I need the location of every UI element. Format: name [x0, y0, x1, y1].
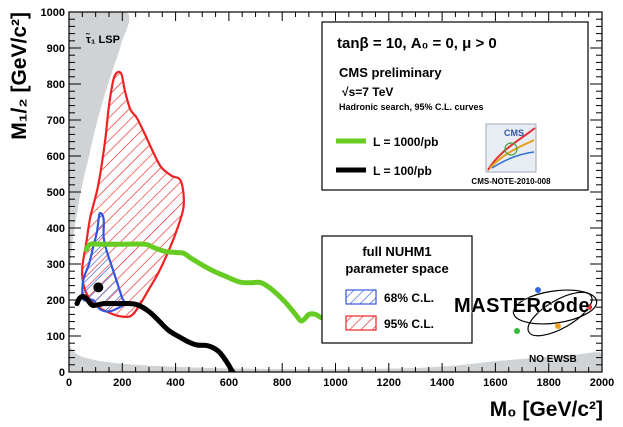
y-tick-label: 500 — [47, 187, 65, 199]
y-tick-label: 900 — [47, 43, 65, 55]
legend-cms-preliminary: CMS preliminary — [339, 65, 442, 80]
x-tick-label: 1200 — [377, 377, 401, 389]
region-68-c-l — [81, 211, 127, 313]
axis-ticks: 0 200 400 600 800 1000 1200 1400 1600 1800 2000 0 10… — [41, 7, 615, 389]
legend-energy: √s=7 TeV — [342, 85, 393, 99]
nuhm1-legend: full NUHM1 parameter space 68% C.L. 95% … — [321, 235, 473, 344]
logo-dot-orange — [555, 323, 561, 329]
logo-orbit-1 — [512, 289, 598, 325]
region-1-lsp — [69, 12, 130, 300]
logo-orbit-2 — [527, 291, 593, 337]
cms-legend: tanβ = 10, A₀ = 0, μ > 0 CMS preliminary… — [321, 21, 589, 191]
lsp-region-label: τ̃₁ LSP — [86, 33, 120, 46]
logo-dot-blue — [535, 287, 541, 293]
legend-68-swatch — [345, 289, 377, 305]
legend-95-label: 95% C.L. — [384, 317, 434, 331]
regions-layer — [69, 12, 602, 372]
y-tick-label: 1000 — [41, 7, 65, 19]
nuhm1-title-line1: full NUHM1 — [362, 244, 431, 259]
legend-black-label: L = 100/pb — [373, 164, 432, 178]
legend-green-label: L = 1000/pb — [373, 135, 438, 149]
no-ewsb-label: NO EWSB — [529, 354, 577, 365]
legend-68-label: 68% C.L. — [384, 291, 434, 305]
x-tick-label: 1400 — [430, 377, 454, 389]
mastercode-logo: MASTERcode — [454, 287, 598, 337]
x-tick-label: 2000 — [590, 377, 614, 389]
mastercode-text: MASTERcode — [454, 295, 590, 317]
logo-dot-red — [586, 304, 592, 310]
nuhm1-title-line2: parameter space — [345, 261, 448, 276]
y-tick-label: 0 — [59, 367, 65, 379]
cms-legend-frame — [321, 21, 589, 191]
legend-title: tanβ = 10, A₀ = 0, μ > 0 — [337, 35, 497, 52]
y-tick-label: 800 — [47, 79, 65, 91]
svg-text:CMS: CMS — [504, 128, 524, 138]
legend-95-swatch — [345, 315, 377, 331]
x-tick-label: 1600 — [483, 377, 507, 389]
x-tick-label: 400 — [166, 377, 184, 389]
legend-hadronic: Hadronic search, 95% C.L. curves — [339, 102, 484, 112]
x-tick-label: 1800 — [536, 377, 560, 389]
logo-dot-green — [514, 328, 520, 334]
cms-logo-icon: CMS — [485, 123, 537, 173]
x-tick-label: 800 — [273, 377, 291, 389]
y-tick-label: 300 — [47, 259, 65, 271]
series-line-l-100-pb — [74, 293, 236, 372]
y-tick-label: 200 — [47, 295, 65, 307]
legend-note: CMS-NOTE-2010-008 — [471, 177, 551, 186]
marker-best-fit — [93, 282, 104, 293]
y-axis-title: M₁/₂ [GeV/c²] — [8, 12, 31, 140]
y-tick-label: 600 — [47, 151, 65, 163]
y-tick-label: 700 — [47, 115, 65, 127]
region-no-ewsb — [69, 345, 602, 372]
y-tick-label: 400 — [47, 223, 65, 235]
x-tick-label: 1000 — [323, 377, 347, 389]
x-tick-label: 0 — [66, 377, 72, 389]
x-tick-label: 200 — [113, 377, 131, 389]
x-tick-label: 600 — [220, 377, 238, 389]
markers-layer — [93, 282, 104, 293]
x-axis-title: M₀ [GeV/c²] — [490, 398, 603, 421]
y-tick-label: 100 — [47, 331, 65, 343]
